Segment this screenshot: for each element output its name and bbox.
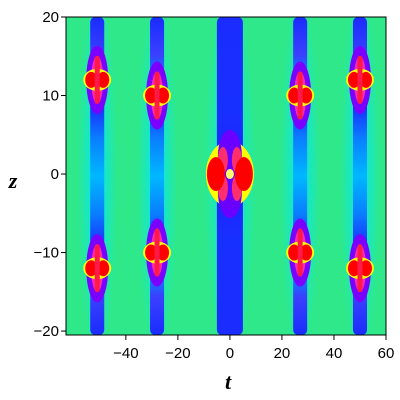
plot-area xyxy=(66,17,386,335)
peak-5 xyxy=(83,234,112,303)
peak-4 xyxy=(345,45,374,114)
peak-core-left xyxy=(206,157,225,192)
x-axis-label: t xyxy=(225,369,232,394)
peak-core-left xyxy=(288,87,301,104)
peak-0 xyxy=(205,130,254,219)
peak-ridge xyxy=(297,228,303,277)
peak-core-left xyxy=(347,260,360,277)
y-tick-label: −10 xyxy=(34,245,59,262)
y-tick-label: 20 xyxy=(42,9,59,26)
y-tick-label: 10 xyxy=(42,88,59,105)
peak-1 xyxy=(83,45,112,114)
peak-ridge xyxy=(154,228,160,277)
peak-ridge xyxy=(357,244,363,293)
peak-core-right xyxy=(234,157,253,192)
y-tick-label: 0 xyxy=(51,166,59,183)
peak-ridge xyxy=(94,244,100,293)
peak-core-left xyxy=(85,71,98,88)
peak-2 xyxy=(143,61,172,130)
x-tick-label: 40 xyxy=(326,345,343,362)
x-axis: −40 −20 0 20 40 60 xyxy=(113,335,394,362)
peak-core-left xyxy=(145,87,158,104)
peak-core-right xyxy=(300,87,313,104)
x-tick-label: −20 xyxy=(165,345,190,362)
y-tick-label: −20 xyxy=(34,323,59,340)
peak-core-right xyxy=(359,71,372,88)
peak-core-right xyxy=(157,244,170,261)
peak-core-right xyxy=(300,244,313,261)
x-tick-label: 60 xyxy=(378,345,395,362)
peak-7 xyxy=(286,218,315,287)
peak-ridge xyxy=(297,71,303,120)
peak-core-left xyxy=(85,260,98,277)
peak-ridge xyxy=(94,55,100,104)
peak-center xyxy=(225,169,234,180)
y-axis-label: z xyxy=(8,168,18,193)
peak-core-left xyxy=(347,71,360,88)
peak-core-right xyxy=(157,87,170,104)
plot-frame xyxy=(65,16,387,336)
x-tick-label: 20 xyxy=(274,345,291,362)
peak-6 xyxy=(143,218,172,287)
peak-8 xyxy=(345,234,374,303)
peak-core-right xyxy=(97,260,110,277)
peak-core-left xyxy=(288,244,301,261)
x-tick-label: 0 xyxy=(226,345,234,362)
peak-ridge xyxy=(357,55,363,104)
peak-layer xyxy=(83,45,374,303)
x-tick-label: −40 xyxy=(113,345,138,362)
y-axis: −20 −10 0 10 20 xyxy=(34,9,66,340)
peak-3 xyxy=(286,61,315,130)
peak-core-right xyxy=(359,260,372,277)
peak-core-right xyxy=(97,71,110,88)
peak-ridge xyxy=(154,71,160,120)
peak-core-left xyxy=(145,244,158,261)
